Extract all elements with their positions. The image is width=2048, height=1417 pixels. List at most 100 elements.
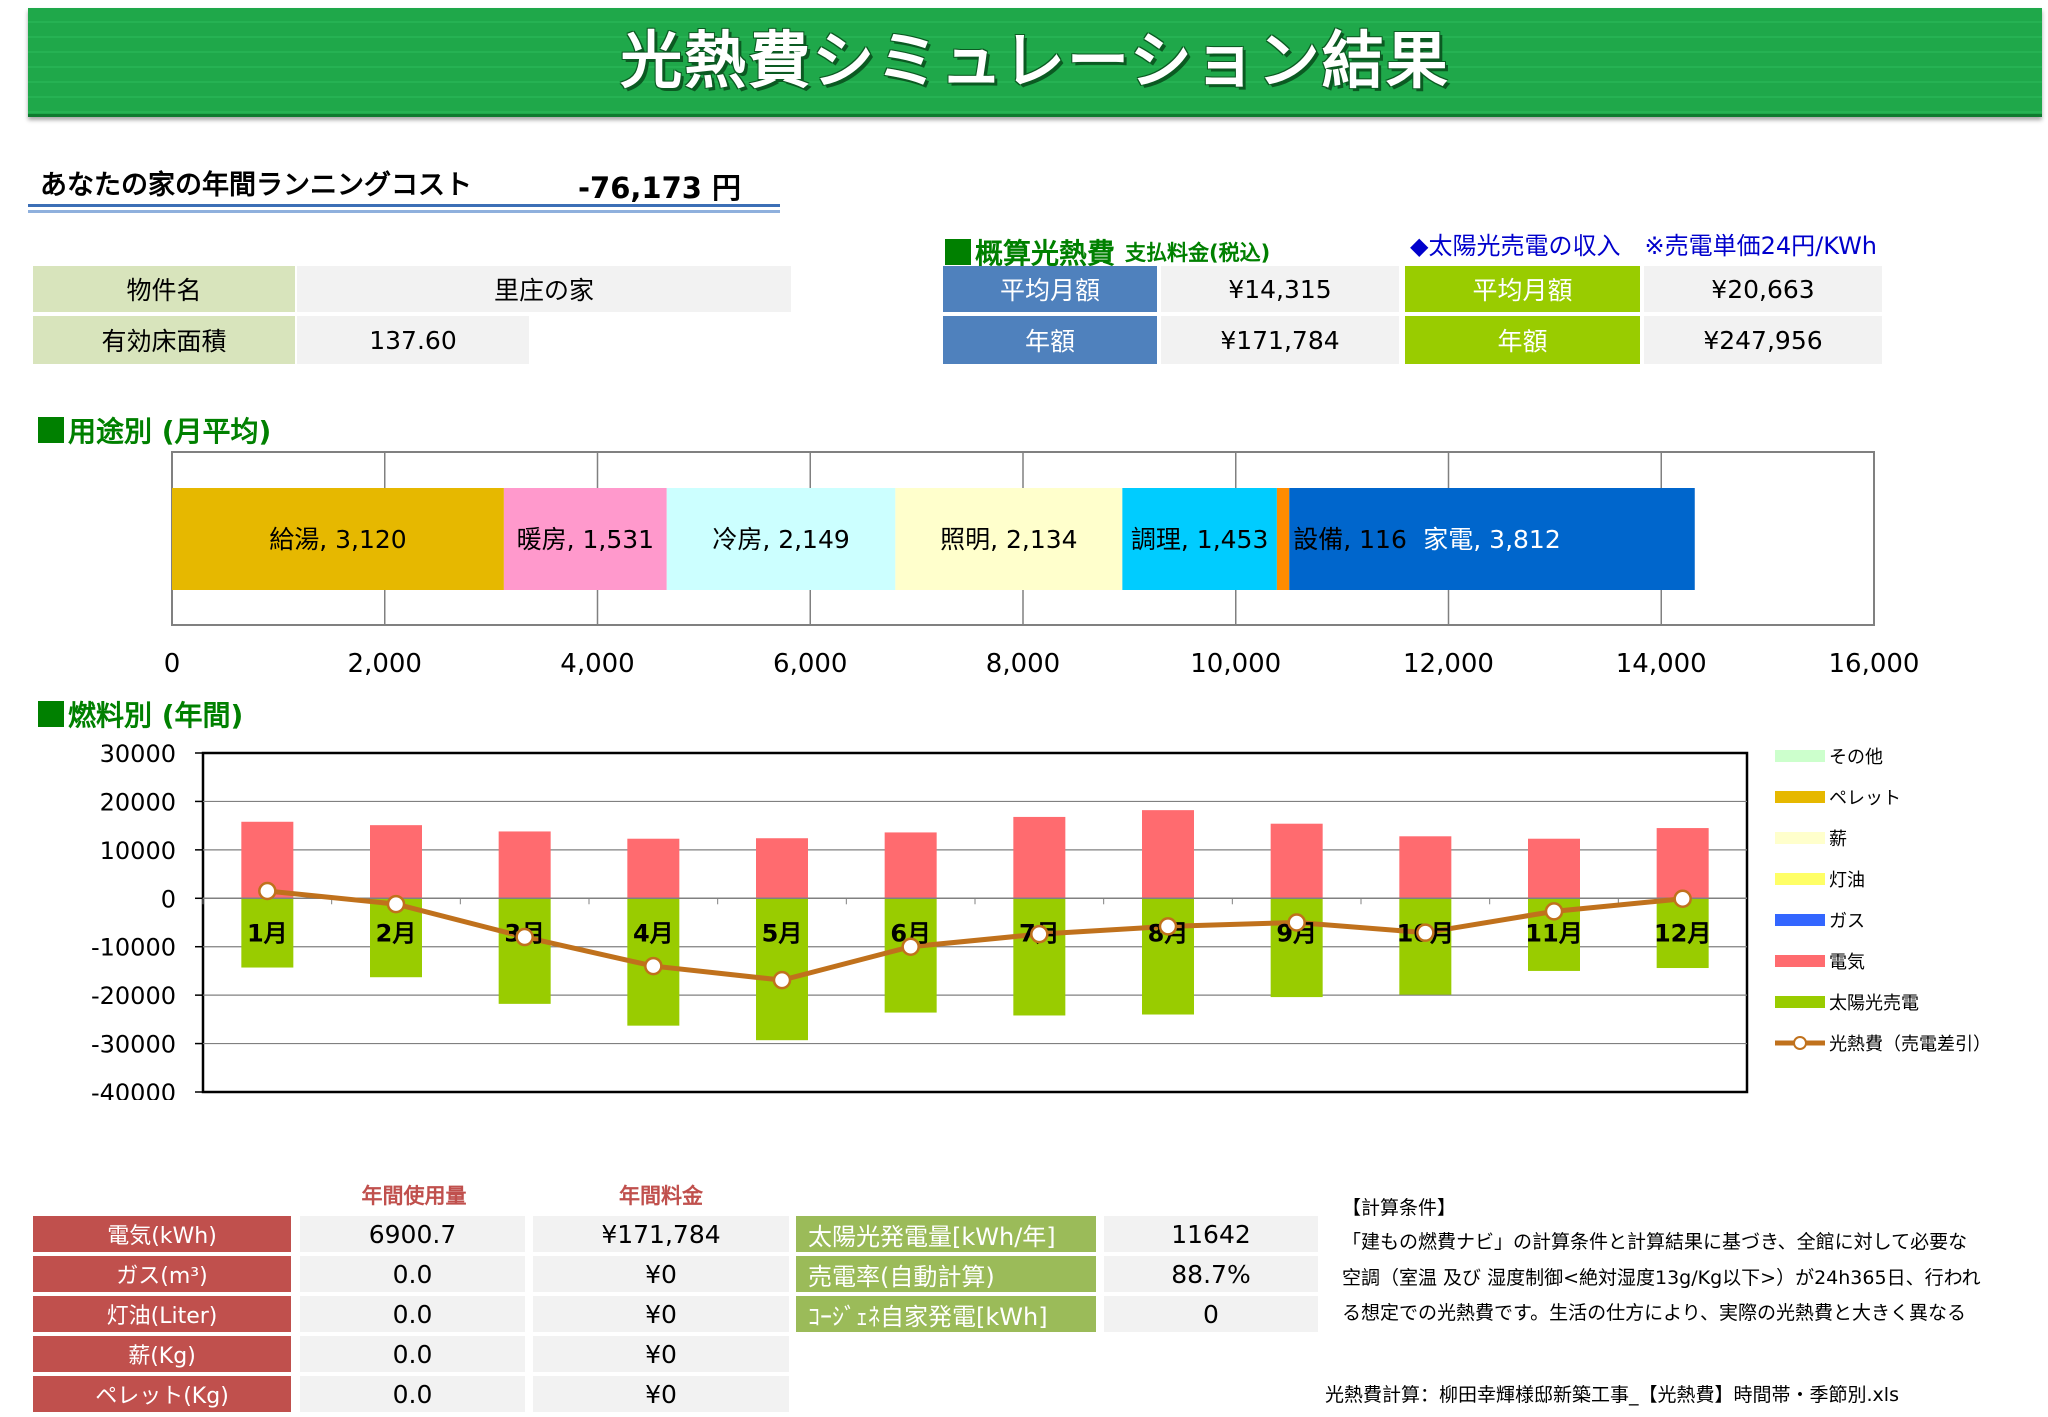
fuel-stacked-chart: 30000 20000 10000 0 -10000 -20000 -30000 -40000…	[91, 740, 1991, 1100]
fuel-plot-area	[201, 751, 1749, 1094]
fuel-cost-point	[1158, 917, 1178, 936]
title-bar: 光熱費シミュレーション結果	[28, 8, 2042, 117]
section-marker-icon	[945, 239, 971, 265]
fuel-bar-solar	[498, 898, 551, 1004]
conditions-line-3: る想定での光熱費です。生活の仕方により、実際の光熱費と大きく異なる	[1342, 1302, 1966, 1324]
conditions-heading: 【計算条件】	[1342, 1197, 1457, 1219]
usage-bar-chart: 0 2,000 4,000 6,000 8,000 10,000 12,000 14,000 1…	[164, 451, 1919, 679]
legend-label: 灯油	[1829, 870, 1865, 891]
fuel-bar-electricity	[627, 838, 680, 899]
estimate-subheading: 支払料金(税込)	[1125, 241, 1271, 265]
running-cost-underline	[28, 204, 780, 207]
estimate-heading-text: 概算光熱費	[975, 237, 1116, 270]
legend-label: ガス	[1829, 911, 1865, 932]
usage-segment-label: 暖房, 1,531	[517, 525, 654, 554]
fuel-bar-solar	[1656, 898, 1709, 969]
fuel-bar-solar	[1142, 898, 1194, 1015]
fuel-cost-point	[386, 894, 406, 914]
usage-segment-label: 照明, 2,134	[940, 525, 1077, 554]
estimate-monthly-value: ¥14,315	[1161, 266, 1399, 312]
fuel-cost-point	[772, 970, 792, 990]
legend-swatch	[1775, 873, 1825, 885]
property-name-value: 里庄の家	[297, 266, 791, 312]
fuel-y-tick-label: 20000	[100, 788, 176, 816]
usage-segment-bar	[1276, 488, 1290, 590]
fuel-y-tick-label: 30000	[100, 740, 176, 768]
usage-x-tick-label: 14,000	[1616, 649, 1707, 679]
usage-row-cost: ¥171,784	[533, 1216, 789, 1252]
fuel-bar-electricity	[1142, 810, 1194, 899]
usage-segment-bar	[666, 488, 896, 590]
solar-row-label: 太陽光発電量[kWh/年]	[796, 1216, 1096, 1252]
fuel-bar-solar	[756, 898, 808, 1041]
fuel-x-category-label: 4月	[633, 919, 674, 947]
fuel-bar-electricity	[1270, 823, 1323, 899]
usage-segment-label: 設備, 116	[1293, 525, 1407, 554]
estimate-annual-value: ¥171,784	[1161, 316, 1399, 364]
usage-row-amount: 6900.7	[300, 1216, 525, 1252]
footer-filename: 光熱費計算：柳田幸輝様邸新築工事_【光熱費】時間帯・季節別.xls	[1325, 1384, 1899, 1406]
legend-label: 電気	[1829, 952, 1865, 973]
solar-annual-label: 年額	[1405, 316, 1640, 364]
usage-row-label: ペレット(Kg)	[33, 1376, 291, 1412]
solar-row-label: ｺｰｼﾞｪﾈ自家発電[kWh]	[796, 1296, 1096, 1332]
legend-label: ペレット	[1829, 788, 1901, 809]
fuel-bar-solar	[1270, 898, 1323, 998]
solar-monthly-value: ¥20,663	[1644, 266, 1882, 312]
fuel-x-category-label: 1月	[247, 919, 288, 947]
fuel-y-tick-label: 0	[161, 885, 176, 913]
usage-row-cost: ¥0	[533, 1296, 789, 1332]
floor-area-label: 有効床面積	[33, 316, 295, 364]
fuel-cost-point	[515, 927, 534, 947]
usage-amount-header: 年間使用量	[361, 1184, 467, 1208]
solar-row-value: 0	[1104, 1296, 1318, 1332]
usage-section-title-text: 用途別 (月平均)	[68, 415, 272, 448]
legend-label: その他	[1829, 747, 1883, 768]
fuel-bar-electricity	[1013, 816, 1066, 899]
fuel-cost-point	[1030, 924, 1049, 944]
usage-x-tick-label: 10,000	[1190, 649, 1281, 679]
usage-x-tick-label: 12,000	[1403, 649, 1494, 679]
usage-row-label: 灯油(Liter)	[33, 1296, 291, 1332]
fuel-bar-electricity	[756, 838, 808, 899]
legend-swatch	[1775, 832, 1825, 844]
usage-cost-header: 年間料金	[619, 1184, 703, 1208]
usage-row-cost: ¥0	[533, 1256, 789, 1292]
usage-row-cost: ¥0	[533, 1376, 789, 1412]
usage-segment-bar	[1122, 488, 1277, 590]
usage-segment-bar	[172, 488, 504, 590]
floor-area-value: 137.60	[297, 316, 529, 364]
usage-x-tick-label: 2,000	[348, 649, 422, 679]
fuel-cost-line	[267, 888, 1683, 983]
usage-row-label: 電気(kWh)	[33, 1216, 291, 1252]
solar-row-value: 11642	[1104, 1216, 1318, 1252]
legend-swatch	[1775, 914, 1825, 926]
fuel-y-tick-label: -20000	[91, 982, 176, 1010]
fuel-x-category-label: 11月	[1525, 919, 1582, 947]
fuel-y-tick-label: 10000	[100, 837, 176, 865]
estimate-monthly-label: 平均月額	[943, 266, 1157, 312]
fuel-bar-electricity	[1399, 836, 1452, 899]
fuel-bar-electricity	[1656, 828, 1709, 899]
usage-x-tick-label: 4,000	[560, 649, 634, 679]
legend-swatch	[1775, 750, 1825, 762]
fuel-x-category-label: 12月	[1654, 919, 1711, 947]
fuel-bar-solar	[1013, 898, 1066, 1016]
fuel-section-title: 燃料別 (年間)	[38, 694, 243, 734]
solar-income-heading: ◆太陽光売電の収入 ※売電単価24円/KWh	[1410, 232, 1878, 260]
fuel-cost-point	[644, 956, 663, 976]
conditions-line-2: 空調（室温 及び 湿度制御<絶対湿度13g/Kg以下>）が24h365日、行われ	[1342, 1267, 1981, 1289]
solar-row-value: 88.7%	[1104, 1256, 1318, 1292]
fuel-bar-electricity	[370, 825, 422, 899]
usage-row-amount: 0.0	[300, 1336, 525, 1372]
running-cost-underline-light	[28, 210, 780, 213]
section-marker-icon	[38, 417, 64, 443]
usage-row-amount: 0.0	[300, 1256, 525, 1292]
solar-annual-value: ¥247,956	[1644, 316, 1882, 364]
fuel-section-title-text: 燃料別 (年間)	[68, 699, 244, 732]
usage-x-tick-label: 6,000	[773, 649, 847, 679]
fuel-bar-solar	[241, 898, 294, 968]
usage-segment-label: 給湯, 3,120	[269, 525, 406, 554]
fuel-y-tick-label: -30000	[91, 1031, 176, 1059]
fuel-cost-point	[1416, 923, 1435, 942]
